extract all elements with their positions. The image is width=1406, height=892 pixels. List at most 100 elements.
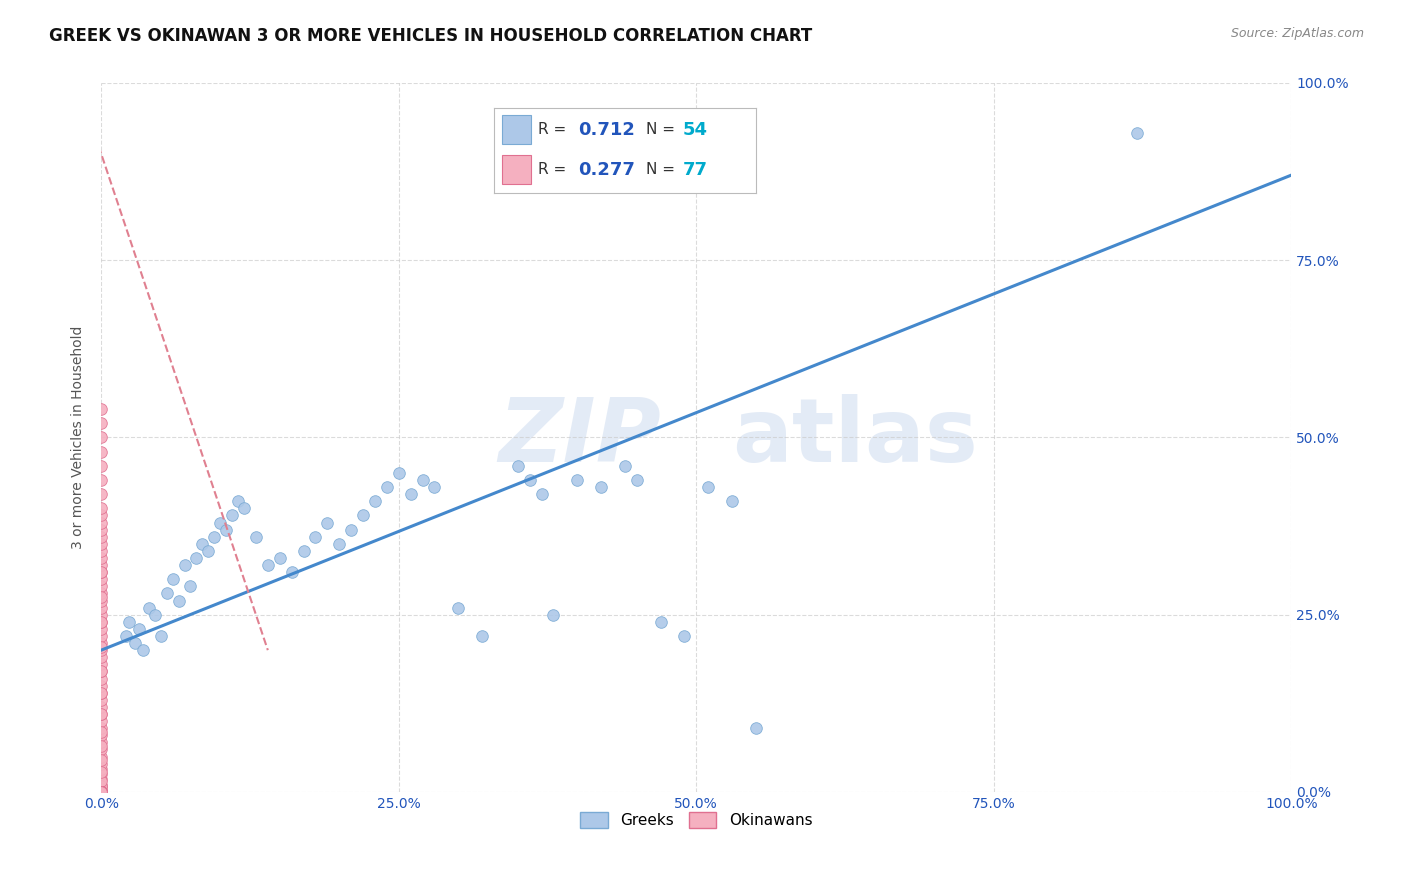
Point xyxy=(304,530,326,544)
Point xyxy=(90,572,112,586)
Point xyxy=(90,615,112,629)
Point xyxy=(471,629,494,643)
Point xyxy=(292,544,315,558)
Point xyxy=(697,480,720,494)
Point xyxy=(364,494,387,508)
Point xyxy=(328,537,350,551)
Point xyxy=(423,480,446,494)
Point xyxy=(226,494,249,508)
Point xyxy=(90,679,112,693)
Point xyxy=(90,785,112,799)
Point xyxy=(202,530,225,544)
Point xyxy=(90,636,112,650)
Point xyxy=(90,785,112,799)
Point xyxy=(506,458,529,473)
Point xyxy=(90,762,112,776)
Point xyxy=(90,785,112,799)
Text: ZIP: ZIP xyxy=(498,394,661,481)
Point xyxy=(124,636,146,650)
Point xyxy=(90,778,112,792)
Point xyxy=(90,785,112,799)
Point xyxy=(90,657,112,672)
Point xyxy=(90,544,112,558)
Point xyxy=(90,622,112,636)
Point xyxy=(721,494,744,508)
Point xyxy=(90,508,112,523)
Text: GREEK VS OKINAWAN 3 OR MORE VEHICLES IN HOUSEHOLD CORRELATION CHART: GREEK VS OKINAWAN 3 OR MORE VEHICLES IN … xyxy=(49,27,813,45)
Point xyxy=(626,473,648,487)
Point xyxy=(90,785,112,799)
Point xyxy=(128,622,150,636)
Point xyxy=(90,686,112,700)
Point xyxy=(90,753,112,767)
Point xyxy=(245,530,267,544)
Point xyxy=(1125,126,1147,140)
Point xyxy=(90,785,112,799)
Point xyxy=(90,693,112,707)
Point xyxy=(90,686,112,700)
Point xyxy=(90,593,112,607)
Point xyxy=(90,714,112,728)
Point xyxy=(186,551,208,566)
Point xyxy=(673,629,696,643)
Point xyxy=(132,643,155,657)
Point xyxy=(90,530,112,544)
Point xyxy=(90,742,112,756)
Point xyxy=(90,590,112,604)
Point xyxy=(90,615,112,629)
Point xyxy=(90,756,112,771)
Point xyxy=(167,593,190,607)
Y-axis label: 3 or more Vehicles in Household: 3 or more Vehicles in Household xyxy=(72,326,86,549)
Point xyxy=(280,565,302,579)
Point xyxy=(543,607,565,622)
Point xyxy=(90,699,112,714)
Point xyxy=(90,586,112,600)
Point xyxy=(117,615,139,629)
Point xyxy=(173,558,195,572)
Point xyxy=(138,600,160,615)
Point xyxy=(90,767,112,781)
Point xyxy=(143,607,166,622)
Point xyxy=(388,466,411,480)
Point xyxy=(90,600,112,615)
Point xyxy=(209,516,232,530)
Point xyxy=(90,551,112,566)
Point xyxy=(115,629,138,643)
Point xyxy=(90,473,112,487)
Point xyxy=(162,572,184,586)
Point xyxy=(90,785,112,799)
Point xyxy=(613,458,636,473)
Point xyxy=(90,739,112,753)
Point xyxy=(90,487,112,501)
Point xyxy=(90,402,112,417)
Point xyxy=(375,480,398,494)
Point xyxy=(90,444,112,458)
Point xyxy=(90,665,112,679)
Point xyxy=(589,480,612,494)
Point xyxy=(316,516,339,530)
Point xyxy=(90,785,112,799)
Point xyxy=(90,781,112,796)
Point xyxy=(191,537,214,551)
Point xyxy=(90,640,112,654)
Point xyxy=(215,523,238,537)
Point xyxy=(90,785,112,799)
Point xyxy=(90,629,112,643)
Point xyxy=(90,458,112,473)
Point xyxy=(90,783,112,797)
Point xyxy=(90,706,112,721)
Point xyxy=(90,785,112,799)
Point xyxy=(90,558,112,572)
Point xyxy=(90,785,112,799)
Point xyxy=(90,565,112,579)
Point xyxy=(90,779,112,793)
Point xyxy=(90,785,112,799)
Point xyxy=(90,772,112,787)
Point xyxy=(149,629,172,643)
Point xyxy=(745,721,768,735)
Point xyxy=(90,765,112,780)
Point xyxy=(650,615,672,629)
Text: atlas: atlas xyxy=(733,394,977,481)
Point xyxy=(90,537,112,551)
Point xyxy=(90,728,112,742)
